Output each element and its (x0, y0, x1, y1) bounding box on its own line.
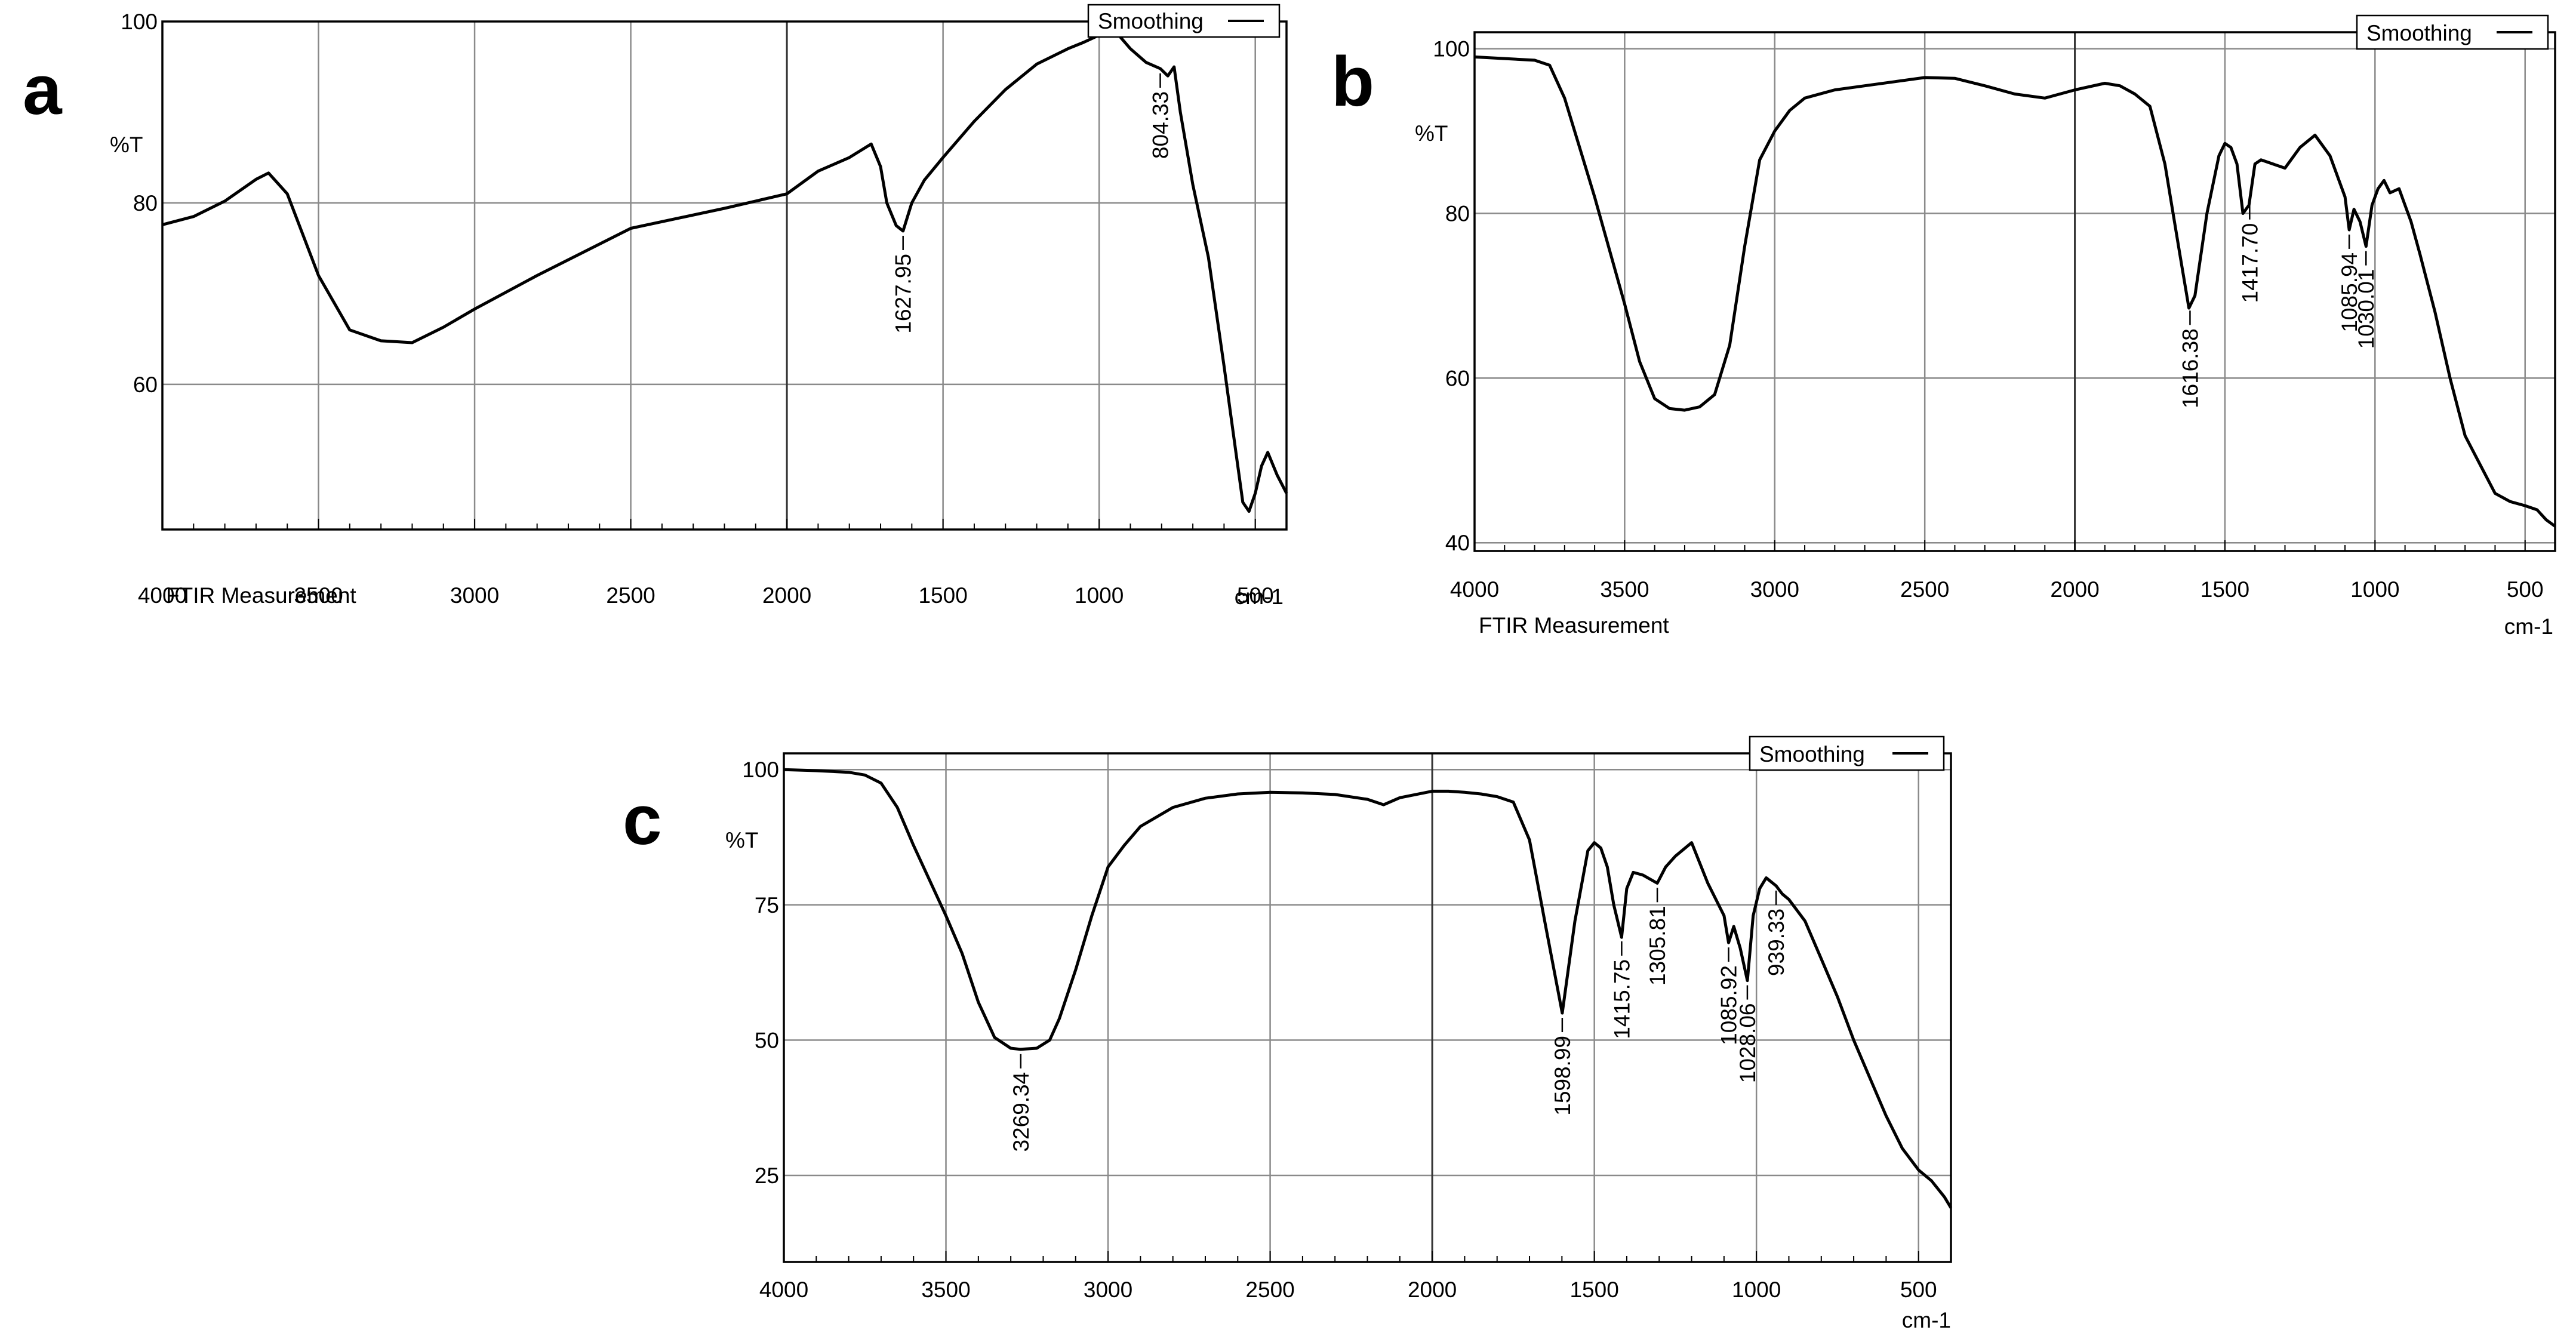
legend-label: Smoothing (2366, 21, 2472, 45)
legend-label: Smoothing (1759, 742, 1865, 766)
peak-label: 1305.81 (1645, 906, 1670, 986)
x-axis-unit: cm-1 (1235, 584, 1284, 609)
y-tick-label: 80 (133, 191, 158, 216)
peak-label: 804.33 (1149, 91, 1173, 159)
peak-label: 1598.99 (1550, 1036, 1575, 1116)
x-tick-label: 1000 (1075, 583, 1124, 608)
peak-label: 1085.94 (2337, 253, 2362, 333)
x-tick-label: 3000 (450, 583, 499, 608)
x-tick-label: 3000 (1750, 577, 1799, 602)
x-axis-title: FTIR Measurement (1479, 613, 1669, 638)
plot-frame (161, 20, 1288, 531)
x-tick-label: 2000 (2050, 577, 2099, 602)
peak-label: 1417.70 (2238, 223, 2262, 303)
x-tick-label: 2500 (606, 583, 655, 608)
y-tick-label: 100 (121, 10, 158, 34)
y-tick-label: 60 (1445, 366, 1470, 390)
y-tick-label: 75 (755, 893, 779, 918)
y-axis-label: %T (725, 828, 759, 852)
panel-letter-a: a (23, 51, 62, 130)
peak-label: 939.33 (1764, 909, 1789, 976)
spectrum-line (1474, 55, 2556, 528)
y-axis-label: %T (1415, 121, 1448, 146)
y-tick-label: 100 (742, 758, 779, 782)
plot-frame (783, 752, 1952, 1263)
y-axis-label: %T (110, 133, 143, 157)
peak-label: 3269.34 (1009, 1072, 1033, 1152)
y-tick-label: 60 (133, 372, 158, 397)
x-tick-label: 2000 (762, 583, 811, 608)
x-tick-label: 3500 (294, 583, 343, 608)
plot-frame (1473, 31, 2556, 552)
x-tick-label: 3500 (921, 1277, 970, 1302)
x-tick-label: 2500 (1245, 1277, 1294, 1302)
legend-label: Smoothing (1098, 9, 1204, 33)
x-tick-label: 3000 (1084, 1277, 1132, 1302)
spectrum-line (162, 29, 1288, 513)
y-tick-label: 100 (1433, 37, 1470, 61)
x-tick-label: 1000 (1732, 1277, 1781, 1302)
peak-label: 1028.06 (1735, 1003, 1760, 1083)
peak-label: 1415.75 (1609, 959, 1634, 1039)
x-tick-label: 500 (1237, 583, 1274, 608)
x-axis-unit: cm-1 (2504, 614, 2553, 639)
panel-letter-b: b (1331, 42, 1375, 121)
x-tick-label: 1500 (918, 583, 967, 608)
x-tick-label: 4000 (138, 583, 187, 608)
peak-label: 1085.92 (1717, 965, 1741, 1045)
x-tick-label: 1500 (1569, 1277, 1618, 1302)
x-axis-unit: cm-1 (1902, 1308, 1951, 1332)
panel-letter-c: c (623, 781, 662, 860)
y-tick-label: 50 (755, 1028, 779, 1052)
x-tick-label: 4000 (1450, 577, 1499, 602)
x-tick-label: 2000 (1408, 1277, 1457, 1302)
x-tick-label: 500 (2507, 577, 2544, 602)
x-tick-label: 500 (1900, 1277, 1937, 1302)
x-tick-label: 3500 (1600, 577, 1649, 602)
x-axis-title: FTIR Measurement (166, 583, 356, 608)
peak-label: 1627.95 (891, 254, 916, 334)
y-tick-label: 25 (755, 1163, 779, 1188)
x-tick-label: 1000 (2350, 577, 2399, 602)
peak-label: 1030.01 (2354, 269, 2378, 349)
y-tick-label: 40 (1445, 531, 1470, 555)
y-tick-label: 80 (1445, 201, 1470, 226)
x-tick-label: 2500 (1900, 577, 1949, 602)
x-tick-label: 1500 (2200, 577, 2249, 602)
x-tick-label: 4000 (759, 1277, 808, 1302)
peak-label: 1616.38 (2178, 328, 2202, 408)
spectrum-line (783, 768, 1953, 1209)
